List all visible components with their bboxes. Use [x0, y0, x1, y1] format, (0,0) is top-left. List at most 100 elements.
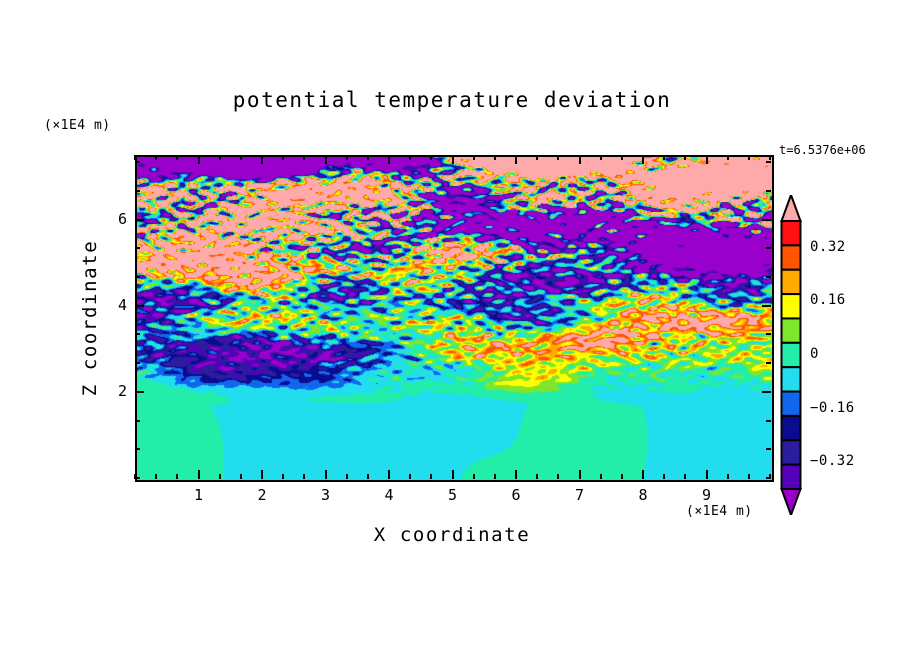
- y-major-tick: [135, 390, 144, 393]
- x-minor-tick: [134, 474, 136, 479]
- y-minor-tick: [135, 419, 140, 422]
- x-minor-tick-top: [134, 155, 136, 160]
- x-tick-label: 2: [257, 486, 267, 504]
- x-minor-tick-top: [620, 155, 623, 160]
- y-major-tick-right: [762, 390, 771, 393]
- y-minor-tick-right: [766, 276, 771, 279]
- x-tick-label: 1: [193, 486, 204, 504]
- x-tick-label: 5: [447, 486, 458, 504]
- x-major-tick-top: [388, 155, 390, 164]
- x-minor-tick-top: [218, 155, 221, 160]
- page-title: potential temperature deviation: [232, 88, 672, 112]
- x-minor-tick: [472, 474, 475, 479]
- x-minor-tick-top: [430, 155, 433, 160]
- x-minor-tick-top: [282, 155, 285, 160]
- y-minor-tick: [135, 276, 140, 279]
- x-tick-label: 7: [574, 486, 585, 504]
- colorbar-band: [780, 463, 802, 490]
- x-major-tick-top: [705, 155, 708, 164]
- x-minor-tick-top: [726, 155, 729, 160]
- colorbar-tick-label: 0.16: [810, 292, 846, 309]
- x-minor-tick: [557, 474, 560, 479]
- x-minor-tick-top: [239, 155, 242, 160]
- x-minor-tick-top: [747, 155, 750, 160]
- y-minor-tick-right: [766, 189, 771, 192]
- y-minor-tick: [135, 247, 140, 250]
- colorbar[interactable]: [780, 195, 802, 515]
- x-minor-tick: [239, 474, 242, 479]
- x-minor-tick: [769, 474, 771, 479]
- x-minor-tick: [366, 474, 369, 479]
- x-minor-tick: [663, 474, 666, 479]
- colorbar-tick-label: 0.32: [810, 238, 846, 255]
- x-minor-tick-top: [557, 155, 560, 160]
- colorbar-band: [780, 414, 802, 442]
- y-minor-tick: [135, 333, 140, 336]
- x-minor-tick-top: [409, 155, 412, 160]
- colorbar-svg: [780, 195, 802, 515]
- colorbar-tick-label: −0.16: [810, 399, 855, 416]
- x-minor-tick: [218, 474, 221, 479]
- y-minor-tick-right: [766, 247, 771, 250]
- x-minor-tick: [430, 474, 433, 479]
- colorbar-band: [780, 293, 802, 320]
- x-major-tick-top: [578, 155, 581, 164]
- colorbar-cap-high: [780, 195, 802, 222]
- contour-field-canvas: [137, 157, 772, 480]
- y-minor-tick-right: [766, 448, 771, 451]
- x-axis-title: X coordinate: [373, 524, 531, 546]
- x-minor-tick-top: [684, 155, 687, 160]
- contour-plot-area[interactable]: [135, 155, 774, 482]
- colorbar-band: [780, 317, 802, 344]
- x-major-tick-top: [451, 155, 454, 164]
- x-major-tick-top: [642, 155, 644, 164]
- x-major-tick: [324, 470, 327, 479]
- colorbar-cap-low: [780, 488, 802, 515]
- x-minor-tick: [536, 474, 539, 479]
- y-tick-label: 6: [117, 209, 127, 228]
- x-tick-label: 9: [701, 486, 712, 504]
- x-major-tick: [388, 470, 390, 479]
- x-minor-tick: [726, 474, 729, 479]
- x-major-tick: [515, 470, 517, 479]
- x-minor-tick-top: [599, 155, 602, 160]
- x-minor-tick: [282, 474, 285, 479]
- x-tick-label: 6: [511, 486, 521, 504]
- y-minor-tick-right: [766, 362, 771, 365]
- x-minor-tick-top: [176, 155, 179, 160]
- x-major-tick: [451, 470, 454, 479]
- y-tick-label: 4: [117, 295, 127, 314]
- time-annotation: t=6.5376e+06: [779, 143, 866, 157]
- y-minor-tick-right: [766, 333, 771, 336]
- x-major-tick: [261, 470, 263, 479]
- x-tick-label: 4: [384, 486, 394, 504]
- x-major-tick-top: [197, 155, 200, 164]
- y-minor-tick: [135, 448, 140, 451]
- x-minor-tick-top: [345, 155, 348, 160]
- x-minor-tick-top: [303, 155, 306, 160]
- x-major-tick: [578, 470, 581, 479]
- x-minor-tick-top: [663, 155, 666, 160]
- colorbar-tick-label: −0.32: [810, 453, 855, 470]
- colorbar-band: [780, 390, 802, 417]
- y-major-tick: [135, 304, 144, 307]
- x-minor-tick: [599, 474, 602, 479]
- x-major-tick: [642, 470, 644, 479]
- colorbar-band: [780, 366, 802, 393]
- x-minor-tick-top: [366, 155, 369, 160]
- colorbar-band: [780, 220, 802, 247]
- colorbar-tick-label: 0: [810, 346, 819, 362]
- x-major-tick-top: [261, 155, 263, 164]
- x-tick-label: 8: [638, 486, 648, 504]
- x-tick-label: 3: [320, 486, 331, 504]
- y-minor-tick: [135, 161, 140, 164]
- x-minor-tick: [345, 474, 348, 479]
- y-axis-title: Z coordinate: [79, 239, 101, 397]
- y-minor-tick-right: [766, 419, 771, 422]
- x-minor-tick: [747, 474, 750, 479]
- x-major-tick-top: [324, 155, 327, 164]
- colorbar-band: [780, 244, 802, 271]
- y-minor-tick: [135, 362, 140, 365]
- y-minor-tick-right: [766, 477, 771, 479]
- y-minor-tick-right: [766, 161, 771, 164]
